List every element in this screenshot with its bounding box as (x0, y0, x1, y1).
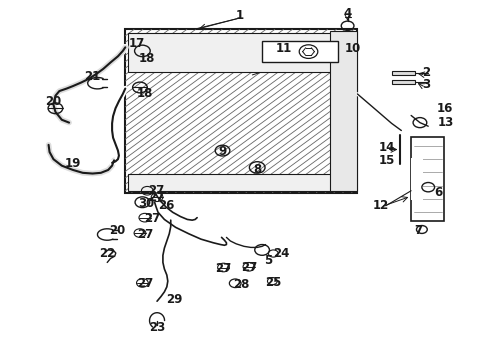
Text: 27: 27 (215, 262, 231, 275)
Text: 27: 27 (148, 184, 164, 197)
Text: 4: 4 (343, 7, 352, 20)
Text: 20: 20 (109, 224, 125, 237)
Bar (330, 31, 357, 191)
Text: 18: 18 (137, 87, 153, 100)
Bar (392, 80, 415, 84)
Text: 17: 17 (128, 37, 145, 50)
Text: 14: 14 (378, 141, 395, 154)
Text: 26: 26 (158, 199, 174, 212)
Text: 15: 15 (378, 154, 395, 167)
Text: 27: 27 (241, 261, 257, 274)
Text: 25: 25 (265, 276, 282, 289)
Text: 27: 27 (148, 191, 164, 204)
Text: 9: 9 (218, 145, 226, 158)
Text: 11: 11 (276, 41, 292, 54)
Text: 28: 28 (233, 278, 249, 291)
Bar (128, 175, 332, 191)
Text: 27: 27 (144, 212, 160, 225)
Text: 16: 16 (437, 102, 454, 115)
Text: 1: 1 (236, 9, 244, 22)
Bar (262, 41, 338, 62)
Text: 29: 29 (166, 293, 182, 306)
Text: 27: 27 (137, 278, 153, 291)
Text: 10: 10 (344, 41, 361, 54)
Text: 18: 18 (139, 51, 155, 64)
Text: 12: 12 (373, 199, 389, 212)
Text: 20: 20 (46, 95, 62, 108)
Bar (411, 137, 444, 221)
Text: 6: 6 (434, 186, 442, 199)
Text: 3: 3 (422, 78, 430, 91)
Bar (392, 71, 415, 75)
Text: 2: 2 (422, 66, 430, 79)
Text: 22: 22 (99, 247, 115, 260)
Text: 30: 30 (138, 197, 154, 210)
Text: 13: 13 (437, 116, 453, 129)
Text: 24: 24 (273, 247, 290, 260)
Bar (411, 158, 423, 200)
Text: 5: 5 (264, 254, 272, 267)
Text: 27: 27 (137, 228, 153, 241)
Text: 8: 8 (253, 163, 261, 176)
Text: 21: 21 (84, 69, 100, 82)
Text: 19: 19 (65, 157, 81, 170)
Bar (125, 30, 357, 193)
Bar (128, 33, 332, 72)
Text: 7: 7 (415, 224, 422, 237)
Text: 23: 23 (149, 321, 165, 334)
